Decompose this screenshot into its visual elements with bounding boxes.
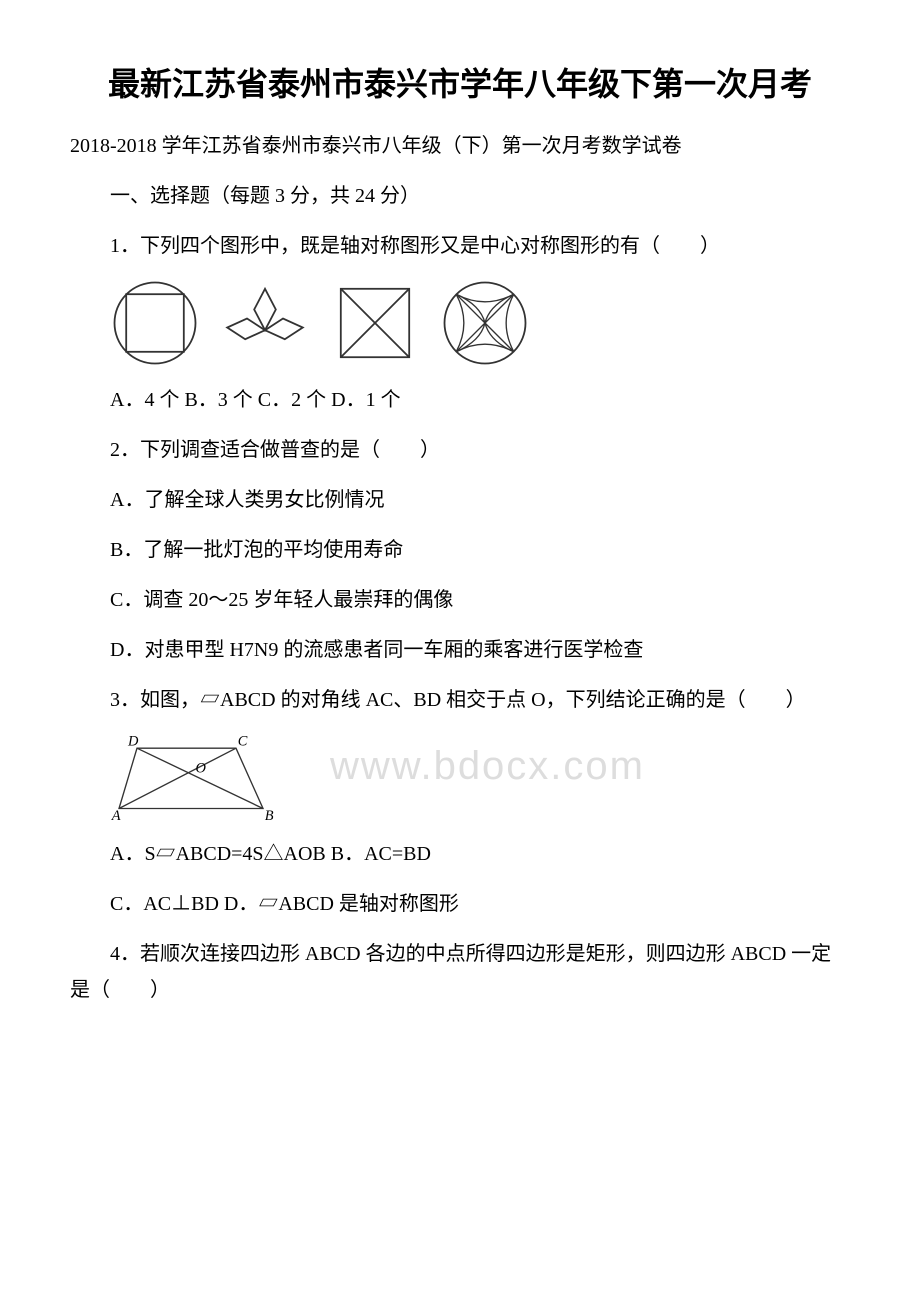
section-heading: 一、选择题（每题 3 分，共 24 分）	[70, 178, 850, 214]
label-b: B	[265, 808, 274, 822]
q3-options-2: C．AC⊥BD D．▱ABCD 是轴对称图形	[70, 886, 850, 922]
q1-stem: 1．下列四个图形中，既是轴对称图形又是中心对称图形的有（ ）	[70, 228, 850, 264]
q2-opt-d: D．对患甲型 H7N9 的流感患者同一车厢的乘客进行医学检查	[70, 632, 850, 668]
figure-three-rhombus	[220, 278, 310, 368]
q2-opt-c: C．调查 20～25 岁年轻人最崇拜的偶像	[70, 582, 850, 618]
subtitle: 2018-2018 学年江苏省泰州市泰兴市八年级（下）第一次月考数学试卷	[70, 128, 850, 164]
q3-stem: 3．如图，▱ABCD 的对角线 AC、BD 相交于点 O，下列结论正确的是（ ）	[70, 682, 850, 718]
label-c: C	[238, 734, 248, 750]
q1-options: A．4 个 B．3 个 C．2 个 D．1 个	[70, 382, 850, 418]
figure-four-petal-in-circle	[440, 278, 530, 368]
page: www.bdocx.com 最新江苏省泰州市泰兴市学年八年级下第一次月考 201…	[70, 60, 850, 1008]
watermark: www.bdocx.com	[330, 730, 645, 802]
page-title: 最新江苏省泰州市泰兴市学年八年级下第一次月考	[70, 60, 850, 108]
q4-stem: 4．若顺次连接四边形 ABCD 各边的中点所得四边形是矩形，则四边形 ABCD …	[70, 936, 850, 1008]
figure-square-in-circle	[110, 278, 200, 368]
figure-square-with-x	[330, 278, 420, 368]
label-d: D	[127, 734, 139, 750]
q3-options-1: A．S▱ABCD=4S△AOB B．AC=BD	[70, 836, 850, 872]
q2-opt-b: B．了解一批灯泡的平均使用寿命	[70, 532, 850, 568]
figure-parallelogram: D C A B O	[110, 732, 290, 822]
label-a: A	[111, 808, 121, 822]
q2-opt-a: A．了解全球人类男女比例情况	[70, 482, 850, 518]
q2-stem: 2．下列调查适合做普查的是（ ）	[70, 432, 850, 468]
label-o: O	[196, 761, 207, 777]
q1-figures	[110, 278, 850, 368]
